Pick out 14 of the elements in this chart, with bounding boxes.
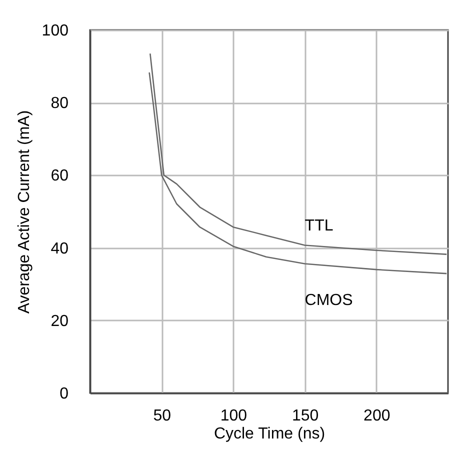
series-label: TTL — [304, 217, 334, 234]
y-tick-label: 40 — [50, 240, 69, 258]
x-axis-title: Cycle Time (ns) — [214, 426, 326, 442]
series-label: CMOS — [304, 292, 353, 309]
y-axis-title: Average Active Current (mA) — [16, 110, 33, 314]
y-tick-label: 0 — [60, 386, 69, 402]
y-tick-label: 80 — [50, 95, 69, 112]
x-tick-label: 150 — [292, 408, 319, 424]
x-tick-label: 100 — [220, 408, 248, 424]
y-tick-label: 60 — [50, 168, 69, 185]
y-tick-label: 100 — [42, 22, 69, 40]
x-tick-label: 200 — [364, 408, 390, 424]
y-tick-label: 20 — [50, 312, 69, 330]
x-tick-label: 50 — [153, 408, 172, 424]
